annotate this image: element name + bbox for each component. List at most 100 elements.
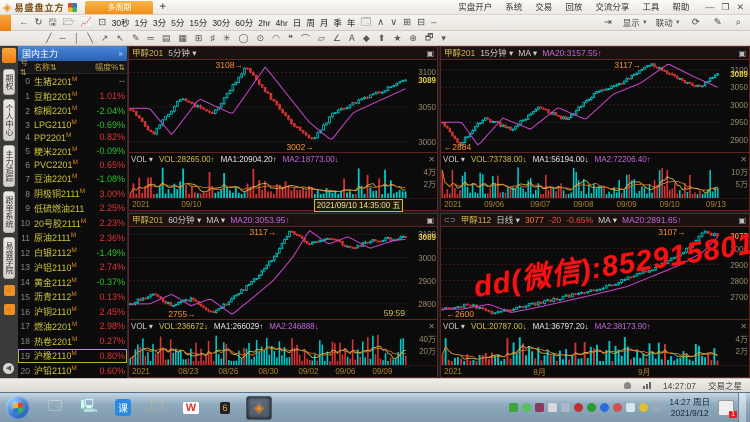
header-segment[interactable]: 15分钟 ▾ [480,48,514,58]
header-segment[interactable]: -0.65% [566,215,594,225]
refresh-icon[interactable]: ↻ [34,16,43,28]
draw-tool-icon-20[interactable]: A [348,33,355,43]
chart-panel-甲醇201-15分钟[interactable]: 甲醇201 15分钟 ▾ MA ▾ MA20:3157.55↑ ▣ 3100 3089 305… [440,46,750,211]
tray-msg-icon[interactable] [548,403,558,412]
quote-row-豆油2201[interactable]: 7 豆油2201M -1.08% [18,171,127,186]
period-button-3分[interactable]: 3分 [152,17,167,28]
minimize-button[interactable]: — [705,1,715,12]
period-button-4hr[interactable]: 4hr [275,17,288,28]
folder-icon[interactable]: 🗀 [150,397,164,413]
draw-tool-icon-16[interactable]: ❝ [288,32,293,43]
period-button-1分[interactable]: 1分 [134,17,148,28]
draw-tool-icon-13[interactable]: ◯ [238,32,249,43]
period-button-年[interactable]: 年 [346,17,356,28]
header-segment[interactable]: 甲醇112 [460,215,492,225]
quote-list-columns[interactable]: 号⇅ 名称⇅ 幅度%⇅ [18,58,127,77]
quote-row-热卷2201[interactable]: 18 热卷2201M 0.27% [18,334,127,349]
restore-button[interactable]: ❐ [721,1,730,12]
volume-pane[interactable]: VOL ▾ VOL:236672↓ MA1:266029↑ MA2:246888↓ ✕ 4… [129,319,437,365]
wps-icon[interactable]: W [178,396,204,420]
header-segment[interactable]: 60分钟 ▾ [168,215,202,225]
quote-row-原油2111[interactable]: 11 原油2111M 2.36% [18,230,127,245]
volume-pane[interactable]: VOL ▾ VOL:20787.00↓ MA1:36797.20↓ MA2:38173… [441,319,749,365]
period-button-30秒[interactable]: 30秒 [111,17,130,28]
quote-row-阴极铜2111[interactable]: 8 阴极铜2111M 3.00% [18,186,127,201]
favorites-tab-icon[interactable] [2,48,16,63]
quote-panel-toggle[interactable] [0,14,11,31]
draw-tool-icon-25[interactable]: 🗗 [424,32,434,42]
usb-icon[interactable] [652,403,662,412]
wh6-icon[interactable]: 6 [220,401,230,414]
period-button-月[interactable]: 月 [319,17,329,28]
chart-icon[interactable]: 📈 [80,16,93,28]
menu-工具[interactable]: 工具 [642,2,660,12]
notification-badge-icon[interactable] [718,399,738,418]
header-segment[interactable]: MA20:3053.95↑ [230,215,290,225]
draw-tool-icon-3[interactable]: ╲ [87,32,93,43]
tray-tv-icon[interactable] [535,403,545,412]
toolbar-extra-icon-0[interactable]: 🗔 [360,16,372,28]
quote-row-低硫燃油211[interactable]: 9 低硫燃油211 2.25% [18,201,127,216]
system-window-icon[interactable]: 🖳 [80,397,98,413]
header-segment[interactable]: 3077 [524,215,544,225]
draw-tool-icon-9[interactable]: ▦ [178,32,187,43]
link-icon[interactable]: ⊂⊃ [444,217,456,224]
maximize-panel-icon[interactable]: ▣ [738,48,746,58]
quote-row-燃油2201[interactable]: 17 燃油2201M 2.98% [18,319,127,334]
price-chart-area[interactable]: 3100 3089 3000 2900 2800 3117→ 2755→ 59:59 [129,227,437,319]
user-icon[interactable] [623,382,631,389]
tray-shield-icon[interactable] [509,403,519,412]
menu-系统[interactable]: 系统 [505,2,523,12]
toolbar-extra-icon-5[interactable]: – [431,16,437,28]
side-tab-主力追踪[interactable]: 主力追踪 [3,145,15,187]
period-button-日[interactable]: 日 [292,17,302,28]
toolbar-extra-icon-2[interactable]: ∨ [390,16,398,28]
refresh-icon[interactable]: ⟳ [691,17,700,28]
close-indicator-icon[interactable]: ✕ [740,321,747,331]
draw-tool-icon-6[interactable]: ✎ [131,32,140,43]
chart-panel-甲醇201-60分钟[interactable]: 甲醇201 60分钟 ▾ MA ▾ MA20:3053.95↑ ▣ 3100 3089 300… [128,213,438,378]
esunny-icon[interactable]: ◈ [246,395,272,420]
header-segment[interactable]: -20 [548,215,562,225]
ke-app-icon[interactable]: 课 [110,396,136,420]
draw-tool-icon-14[interactable]: ⊙ [256,32,265,43]
side-tab-跟单系统[interactable]: 跟单系统 [3,191,15,233]
toolbar-extra-icon-3[interactable]: ⊞ [403,16,412,28]
draw-tool-icon-15[interactable]: ◠ [272,32,280,43]
draw-tool-icon-8[interactable]: ▤ [161,32,171,43]
header-segment[interactable]: 5分钟 ▾ [168,48,197,58]
header-segment[interactable]: MA20:3157.55↑ [542,48,602,58]
volume-pane[interactable]: VOL ▾ VOL:73738.00↓ MA1:56194.00↓ MA2:72206… [441,152,749,198]
box-icon[interactable]: ⊡ [98,16,107,28]
quote-row-生猪2201[interactable]: 0 生猪2201M -- [18,74,127,89]
toolbar-extra-icon-1[interactable]: ∧ [377,16,385,28]
quote-row-20号胶2111[interactable]: 10 20号胶2111M 2.23% [18,216,127,231]
toolbar-extra-icon-4[interactable]: ⊟ [417,16,426,28]
header-segment[interactable]: 甲醇201 [444,48,476,58]
draw-tool-icon-12[interactable]: ✳ [222,32,231,43]
header-segment[interactable]: MA ▾ [518,47,538,58]
draw-tool-icon-24[interactable]: ⊕ [409,32,417,43]
maximize-panel-icon[interactable]: ▣ [426,215,434,225]
header-segment[interactable]: MA ▾ [598,214,618,225]
draw-tool-icon-11[interactable]: ♯ [210,33,215,43]
open-folder-icon[interactable]: 🗁 [62,16,75,28]
quote-row-沪铅2110[interactable]: 20 沪铅2110M 0.60% [18,363,127,378]
draw-tool-icon-21[interactable]: ◆ [362,32,370,43]
header-segment[interactable]: 日线 ▾ [496,215,520,225]
close-indicator-icon[interactable]: ✕ [428,321,435,331]
battery-icon[interactable] [639,403,649,412]
quote-row-黄金2112[interactable]: 14 黄金2112M -0.37% [18,275,127,290]
back-icon[interactable]: ← [19,16,29,28]
price-chart-area[interactable]: 3077 3000 2900 2800 2700 3107→ ←2600 [441,227,749,319]
price-chart-area[interactable]: 3100 3089 3050 3000 3108→ 3002→ [129,60,437,152]
menu-回放[interactable]: 回放 [565,2,583,12]
menu-帮助[interactable]: 帮助 [672,2,690,12]
menu-交流分享[interactable]: 交流分享 [595,2,630,12]
draw-tool-icon-7[interactable]: ═ [147,33,154,43]
header-arrow-icon[interactable]: » [118,49,123,58]
bluetooth-icon[interactable] [600,403,610,412]
tray-green-icon[interactable] [587,403,597,412]
period-button-2hr[interactable]: 2hr [258,17,271,28]
draw-tool-icon-26[interactable]: ▾ [441,32,446,43]
